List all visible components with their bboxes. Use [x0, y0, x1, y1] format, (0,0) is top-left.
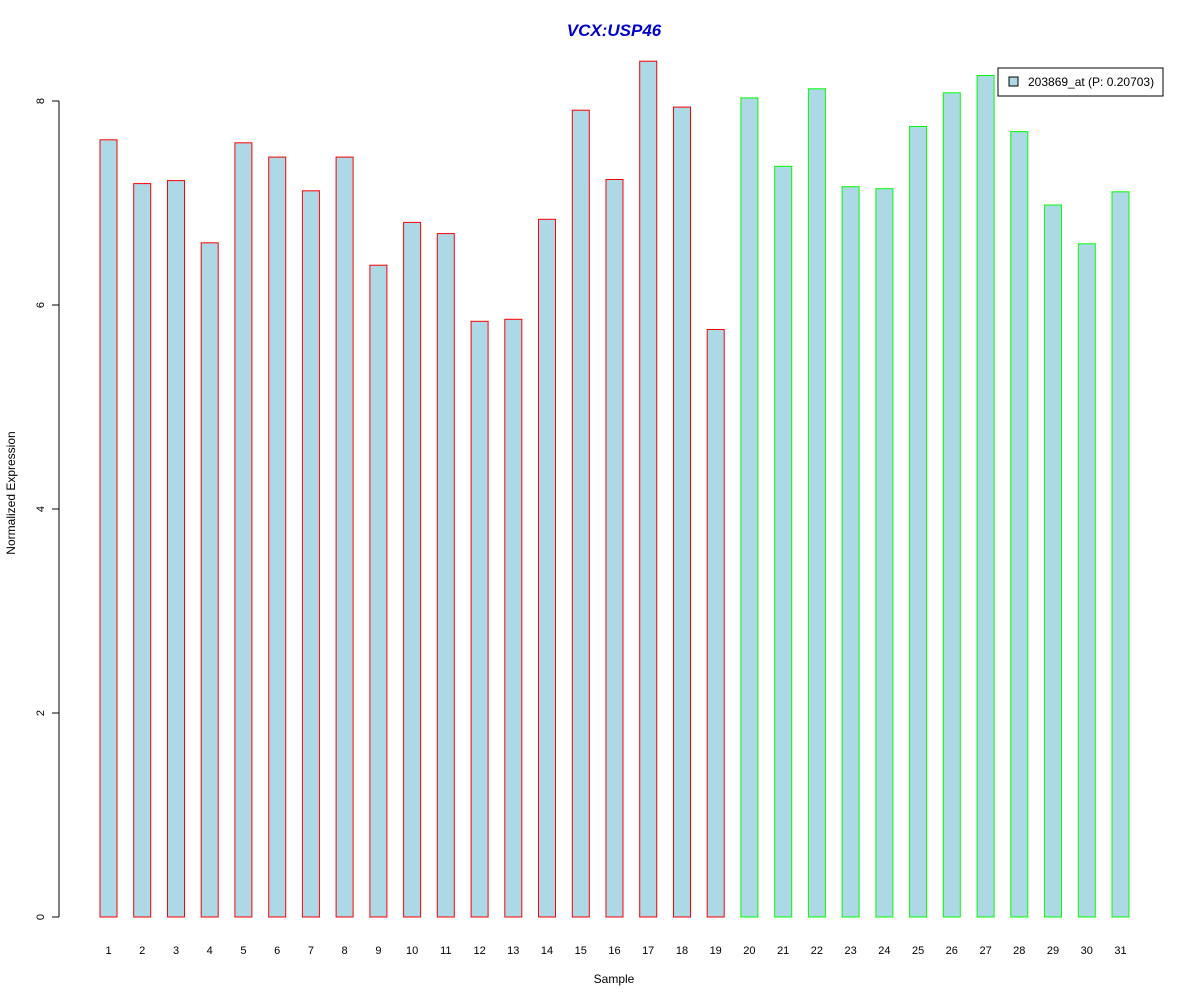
- bar-sample-3: [167, 180, 185, 918]
- legend: 203869_at (P: 0.20703): [997, 67, 1164, 97]
- bar-sample-25: [909, 126, 928, 918]
- x-tick-label: 28: [1013, 945, 1025, 957]
- x-tick-label: 25: [912, 945, 924, 957]
- legend-box: [997, 67, 1164, 97]
- bar-sample-17: [639, 60, 658, 918]
- y-axis-label: Normalized Expression: [4, 431, 18, 554]
- y-tick-label: 4: [35, 506, 47, 512]
- x-tick-label: 20: [743, 945, 755, 957]
- bar-sample-7: [301, 190, 320, 918]
- bar-sample-27: [976, 75, 995, 918]
- bar-sample-24: [875, 188, 894, 918]
- bar-sample-14: [538, 218, 556, 918]
- bar-sample-30: [1077, 243, 1096, 918]
- x-tick-label: 6: [274, 945, 280, 957]
- x-tick-label: 7: [308, 945, 314, 957]
- x-axis-label: Sample: [594, 972, 635, 986]
- x-tick-label: 24: [878, 945, 890, 957]
- bar-sample-28: [1010, 131, 1029, 918]
- x-tick-label: 15: [575, 945, 587, 957]
- bar-sample-8: [335, 156, 354, 918]
- y-tick-label: 8: [35, 98, 47, 104]
- x-tick-label: 8: [342, 945, 348, 957]
- y-tick-label: 2: [35, 710, 47, 716]
- x-tick-label: 17: [642, 945, 654, 957]
- legend-swatch: [1008, 76, 1019, 87]
- x-tick-label: 14: [541, 945, 553, 957]
- bar-sample-23: [841, 186, 860, 918]
- y-tick-label: 6: [35, 302, 47, 308]
- bar-sample-15: [571, 109, 590, 918]
- x-tick-label: 31: [1114, 945, 1126, 957]
- x-tick-label: 11: [440, 945, 451, 957]
- x-tick-label: 19: [710, 945, 722, 957]
- bar-sample-10: [403, 221, 422, 918]
- y-tick-label: 0: [35, 914, 47, 920]
- x-tick-label: 21: [777, 945, 789, 957]
- x-tick-label: 13: [507, 945, 519, 957]
- x-tick-label: 3: [173, 945, 179, 957]
- bar-sample-19: [706, 329, 725, 918]
- bar-sample-29: [1044, 204, 1062, 918]
- x-tick-label: 27: [979, 945, 991, 957]
- bar-sample-11: [436, 233, 455, 918]
- bar-sample-2: [133, 183, 152, 918]
- bar-sample-31: [1111, 191, 1130, 918]
- y-axis: 0 2 4 6 8: [35, 98, 60, 920]
- bar-sample-5: [234, 142, 253, 918]
- x-tick-label: 12: [473, 945, 485, 957]
- x-tick-label: 22: [811, 945, 823, 957]
- x-tick-label: 26: [946, 945, 958, 957]
- bar-sample-1: [99, 139, 118, 918]
- bar-sample-6: [268, 156, 287, 918]
- x-tick-label: 5: [240, 945, 246, 957]
- x-tick-label: 1: [105, 945, 111, 957]
- x-tick-label: 30: [1081, 945, 1093, 957]
- x-tick-label: 2: [139, 945, 145, 957]
- bar-sample-20: [740, 97, 759, 918]
- bar-sample-4: [200, 242, 219, 918]
- bar-sample-21: [774, 165, 793, 918]
- x-tick-label: 9: [375, 945, 381, 957]
- bars: [99, 60, 1130, 918]
- x-tick-label: 10: [406, 945, 418, 957]
- x-tick-label: 18: [676, 945, 688, 957]
- bar-sample-26: [942, 92, 961, 918]
- x-tick-label: 4: [207, 945, 213, 957]
- bar-sample-18: [673, 106, 691, 918]
- bar-sample-9: [369, 264, 388, 918]
- x-tick-label: 29: [1047, 945, 1059, 957]
- x-tick-label: 23: [844, 945, 856, 957]
- x-tick-labels: 1 2 3 4 5 6 7 8 9 10 11 12 13 14 15 16 17 18 19 20 21 22 23 24 2…: [105, 945, 1126, 957]
- x-tick-label: 16: [608, 945, 620, 957]
- bar-sample-13: [504, 318, 523, 918]
- bar-sample-22: [807, 88, 826, 918]
- bar-sample-16: [605, 179, 624, 918]
- legend-entry-label: 203869_at (P: 0.20703): [1028, 75, 1154, 89]
- chart-title: VCX:USP46: [567, 21, 662, 40]
- bar-sample-12: [470, 320, 489, 918]
